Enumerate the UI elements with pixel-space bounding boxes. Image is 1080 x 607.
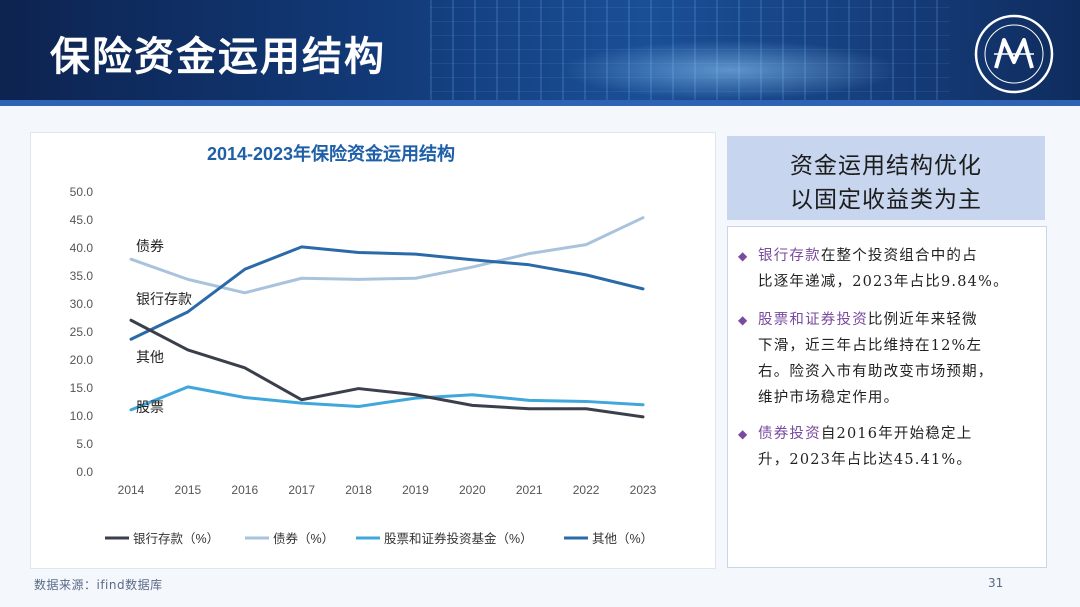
x-tick-label: 2019 xyxy=(402,483,429,497)
bullet-text: 维护市场稳定作用。 xyxy=(758,390,900,406)
bullet-text: 下滑，近三年占比维持在12%左 xyxy=(758,338,983,354)
legend-label-other: 其他（%） xyxy=(592,532,653,546)
bullet-item: ◆ 银行存款在整个投资组合中的占比逐年递减，2023年占比9.84%。 xyxy=(738,243,1042,295)
y-tick-label: 0.0 xyxy=(76,465,93,479)
page-number: 31 xyxy=(988,576,1004,590)
highlight-term: 银行存款 xyxy=(758,248,821,264)
y-tick-label: 30.0 xyxy=(70,297,94,311)
data-source-note: 数据来源：ifind数据库 xyxy=(34,578,163,592)
x-tick-label: 2018 xyxy=(345,483,372,497)
x-tick-label: 2015 xyxy=(175,483,202,497)
side-heading: 资金运用结构优化 以固定收益类为主 xyxy=(727,136,1045,220)
bullet-line: 维护市场稳定作用。 xyxy=(738,385,1042,411)
y-tick-label: 25.0 xyxy=(70,325,94,339)
side-text-panel: ◆ 银行存款在整个投资组合中的占比逐年递减，2023年占比9.84%。 ◆ 股票和证券… xyxy=(727,226,1047,568)
bullet-text: 比例近年来轻微 xyxy=(867,312,978,328)
line-chart: 2014-2023年保险资金运用结构 0.0 5.0 10.0 15.0 20.0 25.0… xyxy=(70,143,657,546)
bullet-line: 比逐年递减，2023年占比9.84%。 xyxy=(738,269,1042,295)
y-tick-label: 50.0 xyxy=(70,185,94,199)
y-tick-label: 5.0 xyxy=(76,437,93,451)
bullet-text: 在整个投资组合中的占 xyxy=(820,248,978,264)
bullet-line: ◆ 债券投资自2016年开始稳定上 xyxy=(738,421,1042,447)
bullet-item: ◆ 债券投资自2016年开始稳定上升，2023年占比达45.41%。 xyxy=(738,421,1042,473)
diamond-bullet-icon: ◆ xyxy=(738,249,749,263)
diamond-bullet-icon: ◆ xyxy=(738,427,749,441)
series-line-bond xyxy=(129,216,645,295)
x-tick-label: 2014 xyxy=(118,483,145,497)
header-bottom-bar xyxy=(0,100,1080,106)
series-line-other xyxy=(129,245,645,341)
x-tick-label: 2020 xyxy=(459,483,486,497)
x-tick-label: 2016 xyxy=(231,483,258,497)
legend-label-stock: 股票和证券投资基金（%） xyxy=(384,531,533,546)
page-title: 保险资金运用结构 xyxy=(50,34,386,80)
bullet-line: ◆ 银行存款在整个投资组合中的占 xyxy=(738,243,1042,269)
y-tick-label: 35.0 xyxy=(70,269,94,283)
bullet-line: 右。险资入市有助改变市场预期， xyxy=(738,359,1042,385)
header-banner: 保险资金运用结构 xyxy=(0,0,1080,106)
x-tick-label: 2023 xyxy=(630,483,657,497)
bullet-text: 比逐年递减，2023年占比9.84%。 xyxy=(758,274,1009,290)
side-heading-line2: 以固定收益类为主 xyxy=(790,187,982,213)
series-line-stock xyxy=(129,385,645,412)
y-tick-label: 45.0 xyxy=(70,213,94,227)
series-label-bank: 银行存款 xyxy=(136,291,192,307)
chart-panel: 2014-2023年保险资金运用结构 0.0 5.0 10.0 15.0 20.0 25.0… xyxy=(30,132,716,569)
x-tick-label: 2022 xyxy=(573,483,600,497)
series-label-other: 其他 xyxy=(136,349,164,365)
y-tick-label: 15.0 xyxy=(70,381,94,395)
highlight-term: 债券投资 xyxy=(758,426,821,442)
legend-label-bond: 债券（%） xyxy=(273,531,334,546)
bullet-text: 右。险资入市有助改变市场预期， xyxy=(758,364,994,380)
series-line-bank xyxy=(129,318,645,419)
highlight-term: 股票和证券投资 xyxy=(758,312,868,328)
header-glow xyxy=(560,40,900,100)
bullet-text: 升，2023年占比达45.41%。 xyxy=(758,452,973,468)
diamond-bullet-icon: ◆ xyxy=(738,313,749,327)
series-label-stock: 股票 xyxy=(136,399,164,415)
side-heading-line1: 资金运用结构优化 xyxy=(790,153,982,179)
series-label-bond: 债券 xyxy=(136,238,164,254)
institute-seal-logo xyxy=(974,14,1054,94)
legend-label-bank: 银行存款（%） xyxy=(133,532,219,546)
bullet-line: 下滑，近三年占比维持在12%左 xyxy=(738,333,1042,359)
y-tick-label: 20.0 xyxy=(70,353,94,367)
x-tick-label: 2017 xyxy=(288,483,315,497)
bullet-text: 自2016年开始稳定上 xyxy=(820,426,973,442)
bullet-line: 升，2023年占比达45.41%。 xyxy=(738,447,1042,473)
bullet-item: ◆ 股票和证券投资比例近年来轻微下滑，近三年占比维持在12%左 右。险资入市有助改变… xyxy=(738,307,1042,411)
x-tick-label: 2021 xyxy=(516,483,543,497)
bullet-line: ◆ 股票和证券投资比例近年来轻微 xyxy=(738,307,1042,333)
chart-title: 2014-2023年保险资金运用结构 xyxy=(207,143,455,164)
y-tick-label: 40.0 xyxy=(70,241,94,255)
y-tick-label: 10.0 xyxy=(70,409,94,423)
